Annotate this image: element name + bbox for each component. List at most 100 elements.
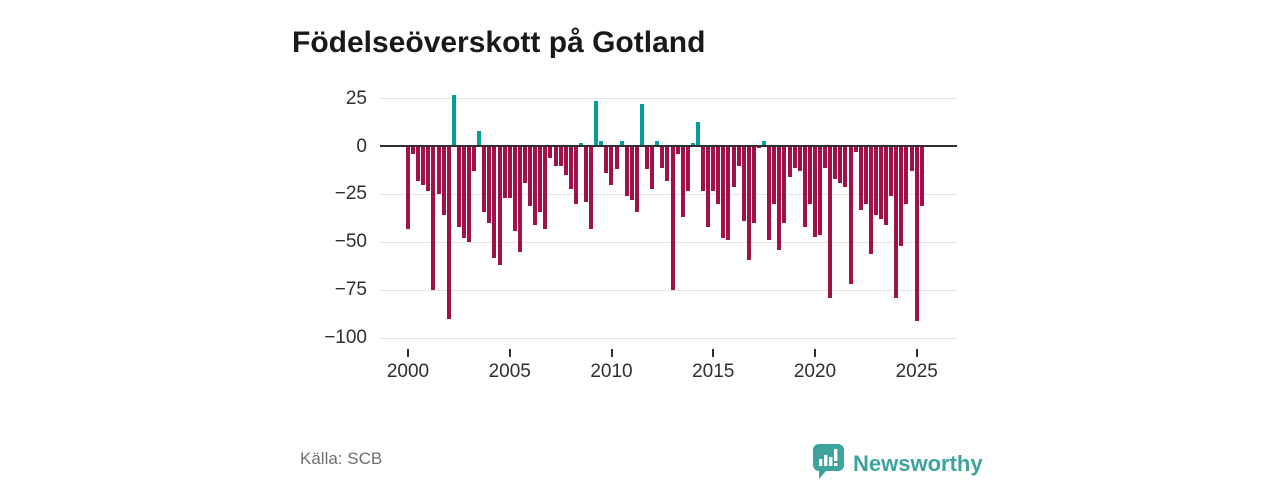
x-axis-tick-label: 2015 xyxy=(692,361,735,382)
bar-2006Q3 xyxy=(538,146,543,212)
bar-2015Q2 xyxy=(716,146,721,204)
x-axis-tick xyxy=(407,349,409,357)
bar-2007Q3 xyxy=(558,146,563,166)
bar-2005Q4 xyxy=(522,146,527,183)
bar-2010Q3 xyxy=(619,140,624,147)
bar-2018Q1 xyxy=(772,146,777,204)
bar-2000Q3 xyxy=(416,146,421,181)
bar-2013Q4 xyxy=(685,146,690,191)
bar-2001Q4 xyxy=(441,146,446,216)
bar-2016Q3 xyxy=(741,146,746,222)
bar-2009Q4 xyxy=(604,146,609,174)
bar-2021Q1 xyxy=(833,146,838,180)
bar-2000Q2 xyxy=(411,146,416,155)
bar-2024Q3 xyxy=(904,146,909,204)
bar-2022Q3 xyxy=(863,146,868,204)
bar-2018Q2 xyxy=(777,146,782,250)
bar-2016Q2 xyxy=(736,146,741,166)
x-axis-tick xyxy=(712,349,715,357)
bar-2014Q3 xyxy=(701,146,706,191)
x-axis-tick xyxy=(508,349,511,357)
bar-2023Q4 xyxy=(889,146,894,197)
bar-2002Q3 xyxy=(456,146,461,227)
bar-2025Q1 xyxy=(914,146,919,321)
bar-2017Q1 xyxy=(751,146,756,224)
x-axis-tick-label: 2010 xyxy=(590,361,633,382)
bar-2011Q1 xyxy=(629,146,634,201)
bar-2023Q2 xyxy=(879,146,884,220)
logo-brand-text: Newsworthy xyxy=(853,450,983,476)
bar-2004Q1 xyxy=(487,146,492,224)
bar-2008Q4 xyxy=(584,146,589,203)
bar-2012Q4 xyxy=(665,146,670,181)
chart-title: Födelseöverskott på Gotland xyxy=(292,26,706,60)
bar-2004Q3 xyxy=(497,146,502,266)
bar-2013Q3 xyxy=(680,146,685,218)
bar-2010Q1 xyxy=(609,146,614,185)
bar-2019Q2 xyxy=(797,146,802,172)
bar-2001Q3 xyxy=(436,146,441,195)
bar-2007Q2 xyxy=(553,146,558,166)
zero-axis-line xyxy=(380,144,957,147)
bar-2022Q1 xyxy=(853,146,858,153)
bar-2022Q2 xyxy=(858,146,863,210)
bar-2022Q4 xyxy=(868,146,873,254)
y-axis-tick-label: −25 xyxy=(334,183,367,205)
bar-2002Q1 xyxy=(446,146,451,319)
gridline-y-75 xyxy=(380,289,957,291)
bar-2002Q2 xyxy=(451,94,456,147)
bar-2018Q3 xyxy=(782,146,787,224)
bar-2021Q4 xyxy=(848,146,853,285)
x-axis-tick-label: 2000 xyxy=(386,361,430,382)
bar-2019Q3 xyxy=(802,146,807,227)
bar-2012Q2 xyxy=(655,140,660,147)
y-axis-tick-label: −50 xyxy=(334,231,367,253)
bar-2008Q2 xyxy=(573,146,578,204)
source-note: Källa: SCB xyxy=(300,449,383,468)
bar-2015Q3 xyxy=(721,146,726,239)
bar-2003Q4 xyxy=(482,146,487,212)
bar-2021Q2 xyxy=(838,146,843,183)
bar-2009Q2 xyxy=(594,100,599,147)
bar-2017Q4 xyxy=(767,146,772,241)
bar-2019Q4 xyxy=(807,146,812,204)
bar-2002Q4 xyxy=(461,146,466,239)
bar-2003Q2 xyxy=(472,146,477,172)
bar-2021Q3 xyxy=(843,146,848,187)
gridline-y-100 xyxy=(380,337,957,339)
bar-2000Q4 xyxy=(421,146,426,185)
bar-2012Q3 xyxy=(660,146,665,168)
x-axis-tick-label: 2025 xyxy=(895,361,938,382)
bar-2020Q1 xyxy=(812,146,817,237)
bar-2019Q1 xyxy=(792,146,797,168)
bar-2025Q2 xyxy=(919,146,924,206)
bar-2008Q1 xyxy=(568,146,573,189)
newsworthy-logo: Newsworthy xyxy=(812,443,983,480)
x-axis-tick-label: 2005 xyxy=(488,361,531,382)
bar-2024Q2 xyxy=(899,146,904,247)
x-axis-tick-label: 2020 xyxy=(793,361,837,382)
bar-2015Q4 xyxy=(726,146,731,241)
bar-2005Q1 xyxy=(507,146,512,199)
bar-2006Q4 xyxy=(543,146,548,229)
bar-2015Q1 xyxy=(711,146,716,191)
bar-2004Q2 xyxy=(492,146,497,258)
bar-2003Q3 xyxy=(477,131,482,147)
bar-2017Q3 xyxy=(762,140,767,147)
bar-2001Q2 xyxy=(431,146,436,291)
bar-2005Q2 xyxy=(512,146,517,231)
bar-2017Q2 xyxy=(756,146,761,149)
gridline-y-50 xyxy=(380,241,957,243)
bar-2001Q1 xyxy=(426,146,431,191)
y-axis-tick-label: 25 xyxy=(345,87,367,109)
bar-2013Q1 xyxy=(670,146,675,291)
x-axis-tick xyxy=(915,349,918,357)
y-axis-tick-label: 0 xyxy=(356,135,367,157)
bar-2005Q3 xyxy=(517,146,522,252)
bar-2023Q1 xyxy=(873,146,878,216)
bar-2010Q4 xyxy=(624,146,629,197)
bar-2006Q2 xyxy=(533,146,538,226)
bar-2020Q3 xyxy=(823,146,828,168)
bar-2007Q1 xyxy=(548,146,553,158)
